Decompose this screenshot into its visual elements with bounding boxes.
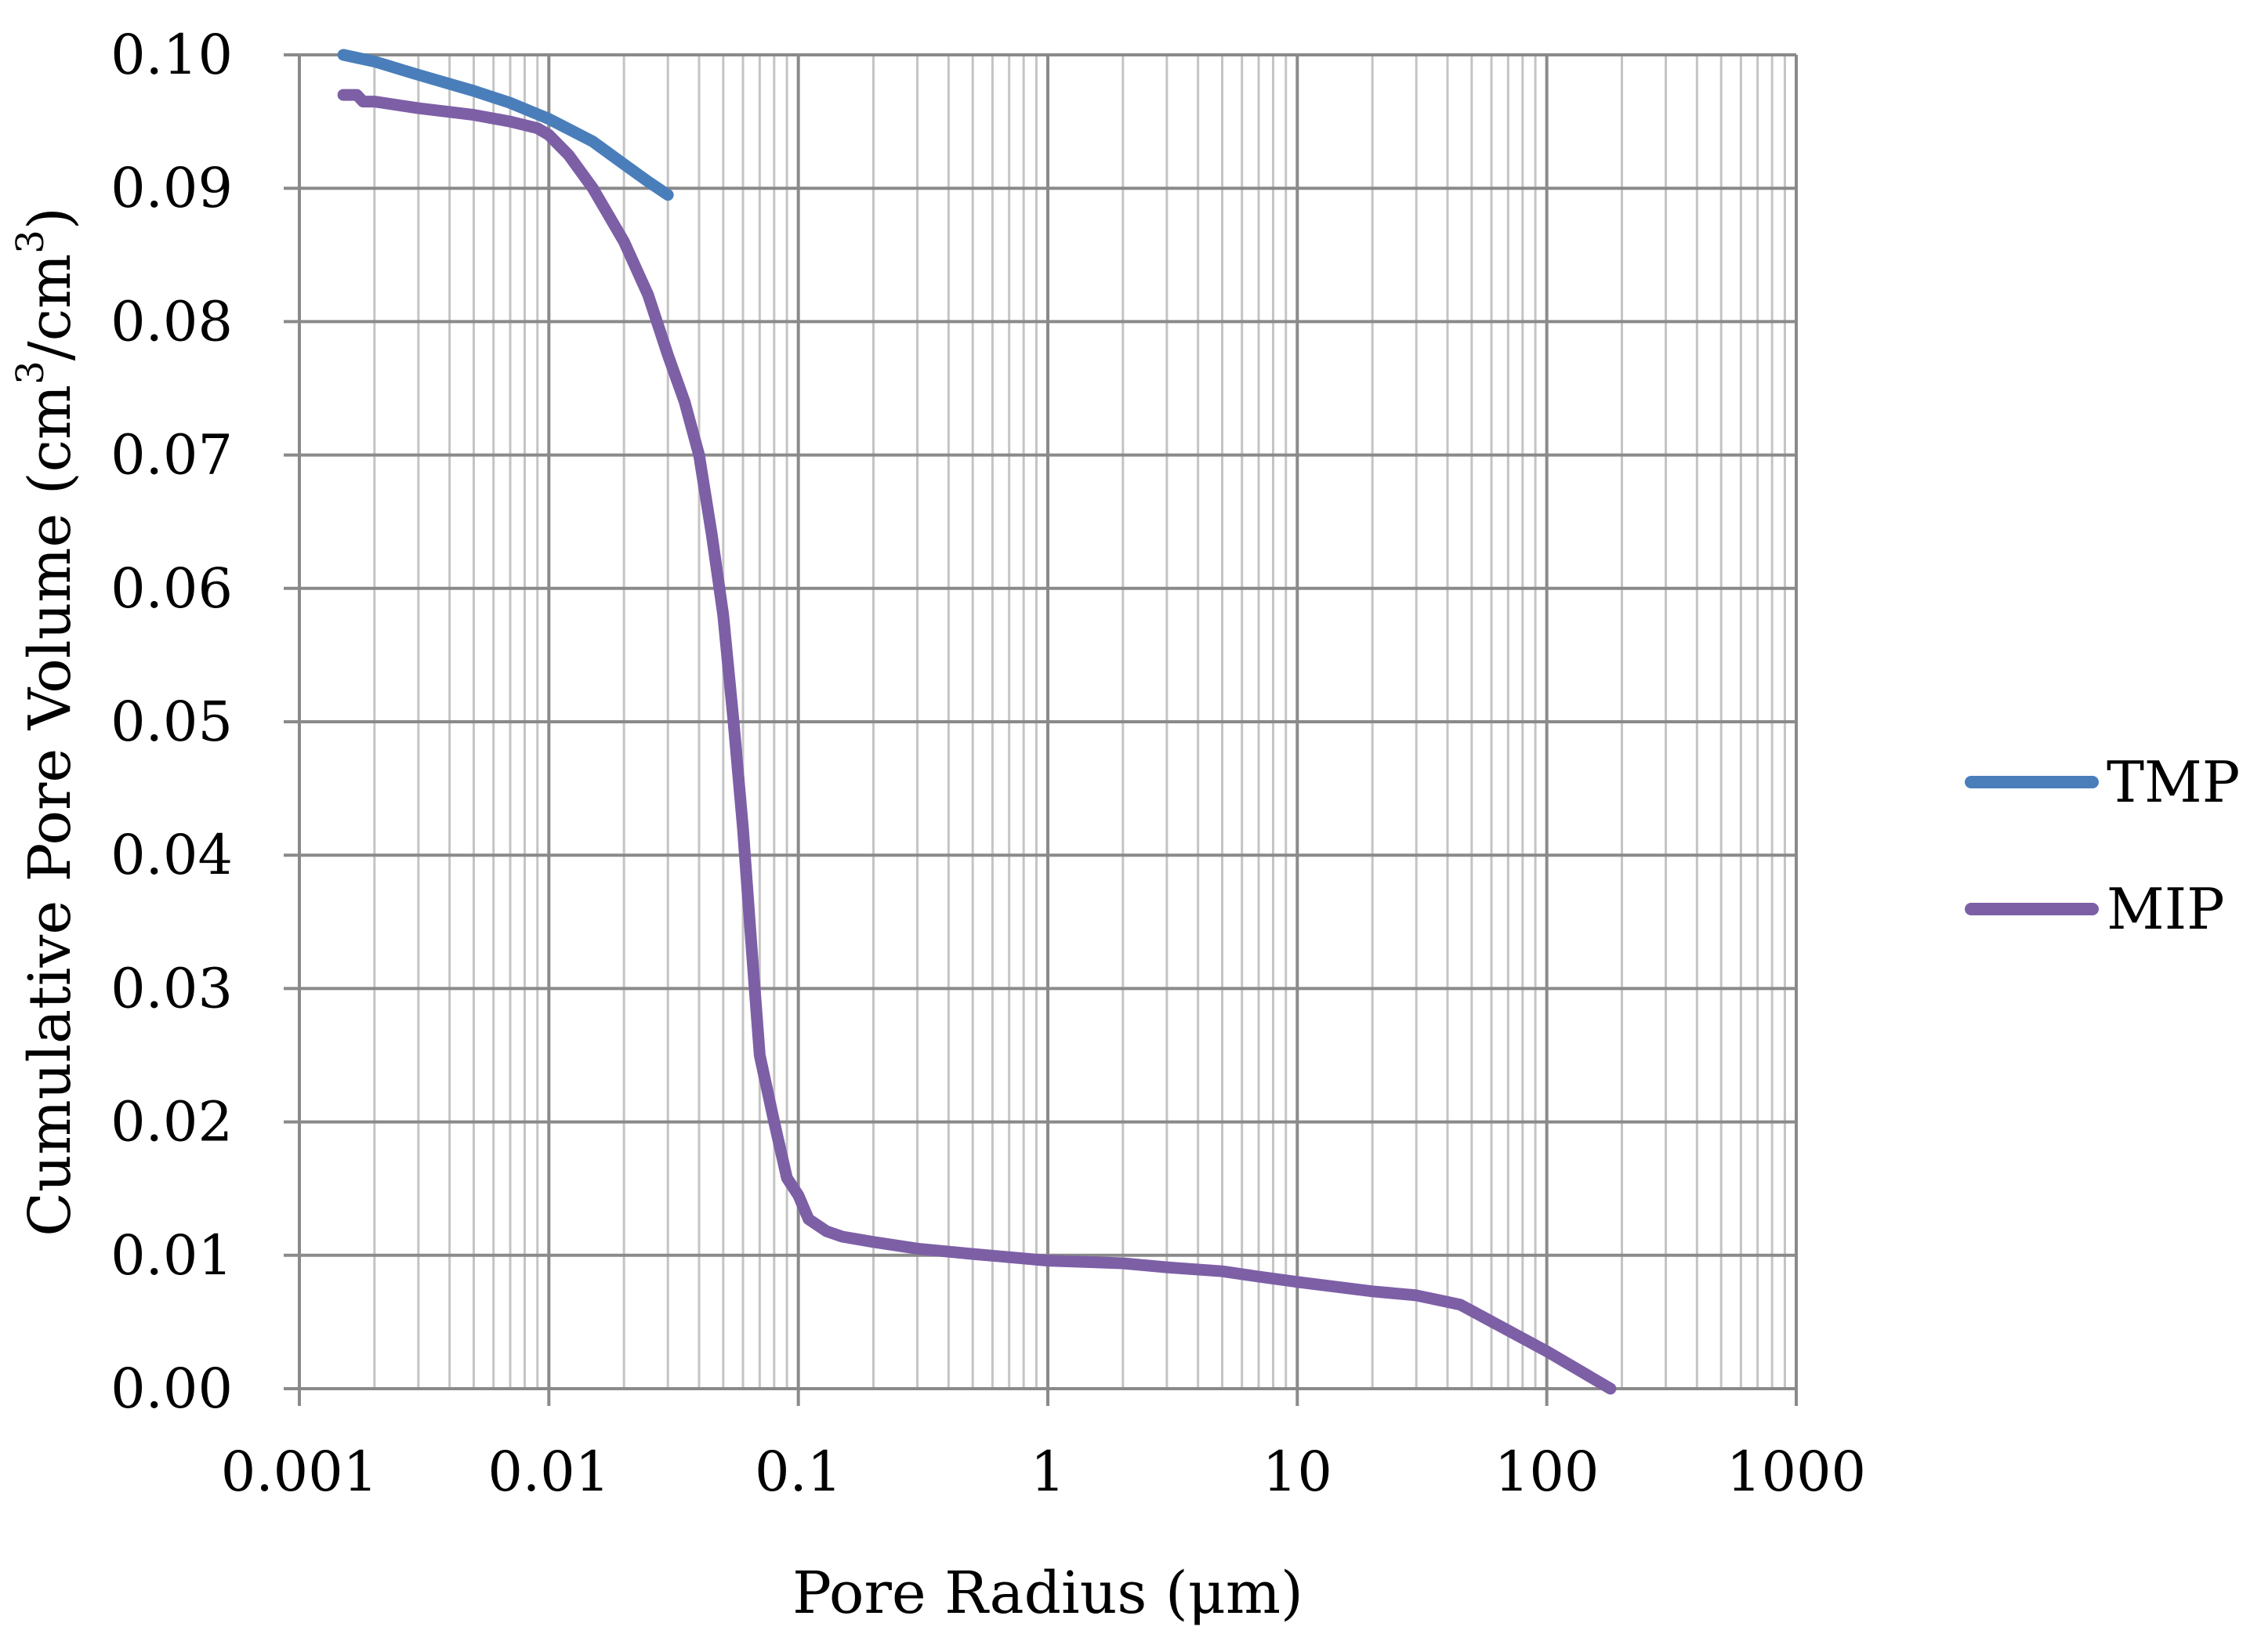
y-tick-labels: 0.00 0.01 0.02 0.03 0.04 0.05 0.06 0.07 0.08 0.09… [111, 23, 233, 1421]
legend-label-tmp: TMP [2107, 749, 2240, 815]
y-tick-label: 0.03 [111, 956, 233, 1020]
y-tick-label: 0.04 [111, 823, 233, 887]
series-lines [337, 49, 1617, 1395]
x-tick-label: 1 [1031, 1440, 1066, 1504]
series-line-tmp [337, 49, 674, 201]
y-tick-label: 0.06 [111, 556, 233, 621]
grid-lines [284, 53, 1798, 1406]
y-tick-label: 0.01 [111, 1223, 233, 1288]
x-tick-label: 1000 [1727, 1440, 1866, 1504]
x-tick-label: 10 [1263, 1440, 1332, 1504]
y-axis-title-part-1: Cumulative Pore Volume (cm [16, 385, 84, 1237]
y-axis-title-superscript-1: 3 [9, 360, 53, 385]
x-tick-labels: 0.001 0.01 0.1 1 10 100 1000 [221, 1440, 1866, 1504]
y-axis-title: Cumulative Pore Volume (cm3/cm3) [9, 207, 85, 1236]
x-tick-label: 0.001 [221, 1440, 378, 1504]
x-axis-title: Pore Radius (μm) [792, 1560, 1303, 1627]
y-tick-label: 0.07 [111, 423, 233, 487]
y-axis-title-part-2: /cm [16, 254, 84, 361]
y-tick-label: 0.00 [111, 1357, 233, 1421]
x-tick-label: 0.01 [487, 1440, 610, 1504]
x-tick-label: 0.1 [755, 1440, 842, 1504]
y-tick-label: 0.09 [111, 156, 233, 220]
legend-label-mip: MIP [2107, 876, 2225, 942]
y-tick-label: 0.05 [111, 690, 233, 754]
x-tick-label: 100 [1495, 1440, 1600, 1504]
series-line-mip [337, 89, 1617, 1395]
y-axis-title-part-3: ) [16, 207, 84, 230]
legend: TMP MIP [1965, 749, 2240, 942]
y-axis-title-superscript-2: 3 [9, 230, 53, 254]
y-tick-label: 0.08 [111, 289, 233, 353]
y-tick-label: 0.02 [111, 1090, 233, 1154]
y-tick-label: 0.10 [111, 23, 233, 87]
